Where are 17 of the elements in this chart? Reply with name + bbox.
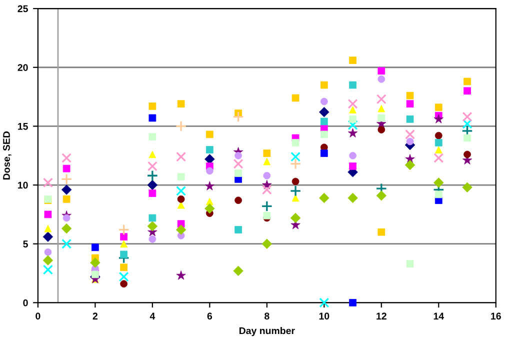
x-tick-label: 12: [376, 312, 386, 320]
x-tick-label: 8: [264, 312, 270, 320]
y-tick-label: 5: [23, 240, 28, 248]
x-tick-label: 6: [207, 312, 212, 320]
y-tick-label: 20: [18, 64, 28, 71]
x-tick-label: 14: [434, 312, 444, 320]
y-tick-label: 0: [23, 299, 28, 306]
x-tick-label: 0: [36, 312, 40, 320]
x-tick-label: 16: [491, 312, 501, 320]
x-axis-title: Day number: [239, 327, 295, 336]
x-tick-label: 4: [150, 312, 156, 320]
x-tick-label: 2: [92, 312, 98, 320]
y-tick-label: 10: [18, 182, 28, 189]
x-tick-label: 10: [319, 312, 330, 320]
y-tick-label: 25: [18, 5, 28, 12]
y-tick-label: 15: [18, 123, 28, 130]
y-axis-title: Dose, SED: [3, 131, 12, 180]
